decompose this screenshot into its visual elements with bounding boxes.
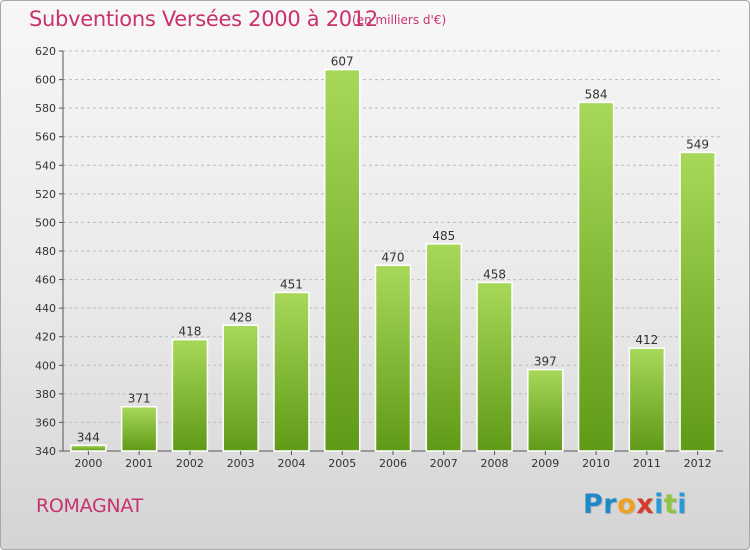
y-tick-labels: 340 360 380 400 420 440 460 480 500 520 540 560 580 6… [35, 45, 56, 458]
y-tick-label: 620 [35, 45, 56, 58]
y-tick-label: 400 [35, 359, 56, 372]
bar [628, 347, 666, 452]
chart-subtitle: (en milliers d'€) [352, 13, 447, 27]
data-labels: 344 371 418 428 451 607 470 485 458 397 584 412 549 [77, 55, 709, 445]
bar [222, 324, 259, 452]
y-tick-label: 540 [35, 159, 56, 172]
bar-value-label: 470 [382, 250, 405, 264]
y-tick-label: 560 [35, 131, 56, 144]
city-name: ROMAGNAT [36, 495, 143, 517]
bar [120, 405, 158, 452]
bar-value-label: 584 [585, 87, 608, 101]
bars [70, 68, 716, 452]
chart-title: Subventions Versées 2000 à 2012 [29, 7, 378, 31]
x-tick-label: 2001 [125, 457, 153, 470]
logo-letter: x [636, 489, 655, 520]
bar-value-label: 549 [686, 137, 709, 151]
bar-value-label: 458 [483, 267, 506, 281]
bar-value-label: 485 [432, 229, 455, 243]
x-tick-label: 2005 [328, 457, 356, 470]
bar [70, 444, 107, 452]
bar [374, 264, 412, 452]
x-tick-label: 2008 [481, 457, 509, 470]
y-tick-label: 360 [35, 416, 56, 429]
bar-value-label: 428 [229, 310, 252, 324]
y-tick-label: 520 [35, 188, 56, 201]
bar [425, 243, 463, 452]
bar-value-label: 397 [534, 355, 557, 369]
x-tick-label: 2000 [74, 457, 102, 470]
bar [527, 368, 564, 452]
bar-value-label: 344 [77, 430, 100, 444]
proxiti-logo[interactable]: Proxiti [583, 489, 687, 520]
y-tick-label: 480 [35, 245, 56, 258]
y-tick-label: 500 [35, 216, 56, 229]
y-tick-label: 420 [35, 331, 56, 344]
bar-value-label: 412 [635, 333, 658, 347]
bar [273, 291, 310, 452]
y-tick-label: 440 [35, 302, 56, 315]
bar-value-label: 451 [280, 277, 303, 291]
x-tick-label: 2009 [531, 457, 559, 470]
x-tick-label: 2006 [379, 457, 407, 470]
x-tick-label: 2010 [582, 457, 610, 470]
x-tick-label: 2004 [277, 457, 305, 470]
x-tick-label: 2011 [633, 457, 661, 470]
bar-value-label: 607 [331, 55, 354, 69]
y-tick-label: 460 [35, 274, 56, 287]
logo-letter: o [617, 489, 637, 520]
logo-letter: i [654, 489, 664, 520]
y-tick-label: 380 [35, 388, 56, 401]
bar [171, 338, 209, 452]
y-tick-label: 600 [35, 74, 56, 87]
bar [476, 281, 513, 452]
bar [679, 151, 716, 452]
x-tick-label: 2003 [227, 457, 255, 470]
bar [323, 68, 361, 452]
logo-letter: P [583, 489, 604, 520]
bar [577, 101, 615, 452]
bar-value-label: 371 [128, 392, 151, 406]
logo-letter: t [663, 489, 678, 520]
x-tick-labels: 2000 2001 2002 2003 2004 2005 2006 2007 2008 2009… [74, 451, 712, 470]
logo-letter: r [603, 489, 618, 520]
y-tick-label: 580 [35, 102, 56, 115]
x-tick-label: 2012 [684, 457, 712, 470]
y-tick-label: 340 [35, 445, 56, 458]
x-tick-label: 2007 [430, 457, 458, 470]
bar-value-label: 418 [178, 325, 201, 339]
logo-letter: i [677, 489, 688, 520]
x-tick-label: 2002 [176, 457, 204, 470]
